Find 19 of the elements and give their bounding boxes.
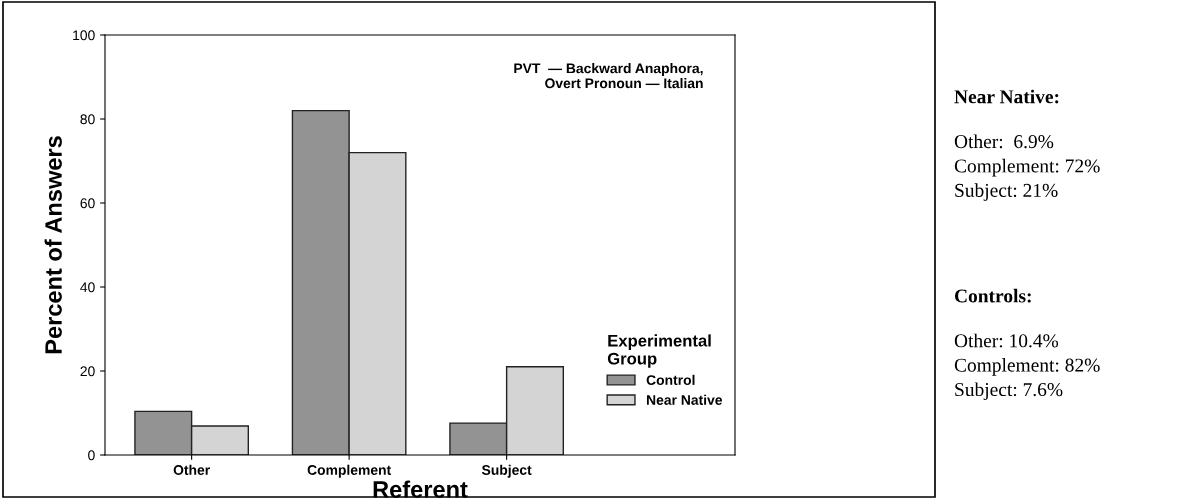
x-tick-label: Subject — [481, 464, 532, 478]
x-tick-label: Other — [173, 464, 210, 475]
legend-label: Control — [646, 374, 695, 385]
text: Controls: — [954, 288, 1031, 303]
x-tick-label: Complement — [307, 464, 392, 478]
y-tick-label: 100 — [73, 30, 95, 41]
text: Near Native: — [954, 89, 1059, 104]
legend-title: Experimental Group — [607, 334, 711, 368]
y-axis-title: Percent of Answers — [44, 136, 62, 354]
annotation: PVT — Backward Anaphora, Overt Pronoun — Italian — [514, 63, 703, 89]
y-tick-label: 60 — [80, 198, 95, 209]
legend-label: Near Native — [647, 394, 723, 405]
y-tick-label: 80 — [80, 114, 95, 125]
x-axis-title: Referent — [373, 480, 468, 498]
text: Other: 10.4% Complement: 82% Subject: 7.6% — [954, 333, 1100, 401]
y-tick-label: 40 — [80, 282, 95, 293]
text: Other: 6.9% Complement: 72% Subject: 21% — [954, 134, 1100, 201]
y-tick-label: 20 — [80, 366, 95, 377]
y-tick-label: 0 — [88, 450, 95, 461]
